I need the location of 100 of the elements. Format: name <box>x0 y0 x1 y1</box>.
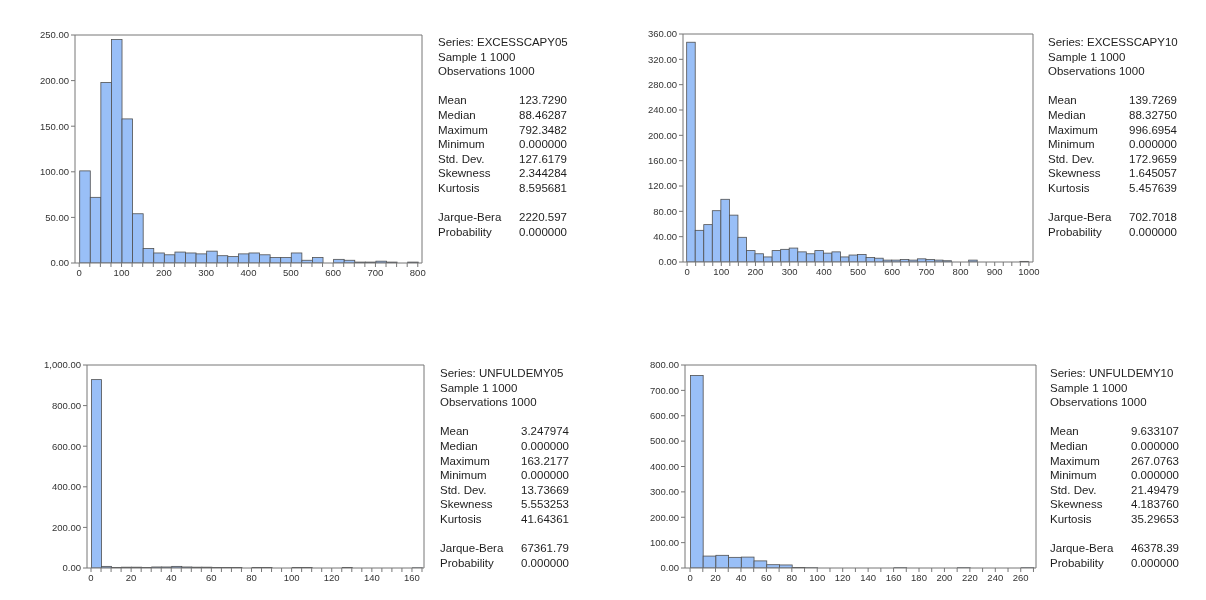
y-tick-label: 120.00 <box>647 180 677 192</box>
text: 88.32750 <box>1129 108 1177 121</box>
category-label: Jarque-Bera <box>440 541 505 556</box>
category-label: Kurtosis <box>438 180 481 196</box>
x-tick-label: 20 <box>125 571 137 583</box>
text: 21.49479 <box>1131 483 1179 496</box>
y-tick-label: 800.00 <box>649 359 679 371</box>
text: 702.7018 <box>1129 211 1177 224</box>
text: 123.7290 <box>519 94 567 107</box>
x-tick-label: 400 <box>815 265 832 277</box>
text: 792.3482 <box>519 123 567 136</box>
x-tick-label: 180 <box>911 571 927 583</box>
y-tick-label: 500.00 <box>649 435 679 447</box>
y-tick-label: 280.00 <box>647 79 677 91</box>
y-tick-label: 800.00 <box>51 399 81 411</box>
category-label: Std. Dev. <box>438 151 486 167</box>
category-label: Kurtosis <box>1048 180 1091 196</box>
x-tick-label: 500 <box>850 265 866 277</box>
text: 163.2177 <box>521 454 569 467</box>
x-tick-label: 140 <box>363 571 380 583</box>
x-tick-label: 700 <box>367 266 384 278</box>
y-tick-label: 360.00 <box>647 28 677 40</box>
x-tick-label: 20 <box>710 571 721 583</box>
text: 41.64361 <box>521 512 569 525</box>
x-tick-label: 200 <box>747 265 764 277</box>
x-tick-label: 100 <box>283 571 300 583</box>
category-label: Maximum <box>1050 453 1101 469</box>
text: 0.000000 <box>521 556 569 569</box>
text: 88.46287 <box>519 108 567 121</box>
category-label: Median <box>438 107 477 123</box>
category-label: Std. Dev. <box>440 482 488 498</box>
category-label: Jarque-Bera <box>438 210 503 225</box>
text: Observations 1000 <box>1048 64 1146 79</box>
category-label: Std. Dev. <box>1050 482 1098 498</box>
text: 0.000000 <box>521 439 569 452</box>
text: Observations 1000 <box>440 395 538 410</box>
x-tick-label: 0 <box>76 266 82 278</box>
y-tick-label: 600.00 <box>649 410 679 422</box>
category-label: Maximum <box>440 453 491 469</box>
x-tick-label: 800 <box>952 265 969 277</box>
x-tick-label: 300 <box>198 266 215 278</box>
text: 139.7269 <box>1129 94 1177 107</box>
text: Series: EXCESSCAPY10 <box>1048 35 1178 50</box>
text: Series: UNFULDEMY10 <box>1050 366 1175 381</box>
category-label: Mean <box>438 93 468 108</box>
y-tick-label: 400.00 <box>649 460 679 472</box>
category-label: Skewness <box>438 166 492 181</box>
text: 267.0763 <box>1131 454 1179 467</box>
text: Observations 1000 <box>438 64 536 79</box>
y-tick-label: 0.00 <box>62 562 81 574</box>
x-tick-label: 400 <box>240 266 257 278</box>
text: 4.183760 <box>1131 498 1179 511</box>
x-tick-label: 500 <box>282 266 299 278</box>
text: 127.6179 <box>519 152 567 165</box>
y-tick-label: 200.00 <box>51 521 81 533</box>
text: 13.73669 <box>521 483 569 496</box>
x-tick-label: 80 <box>786 571 798 583</box>
category-label: Minimum <box>440 468 488 483</box>
x-tick-label: 800 <box>409 266 426 278</box>
x-tick-label: 0 <box>684 265 690 277</box>
text: Sample 1 1000 <box>1048 49 1127 65</box>
y-tick-label: 200.00 <box>649 511 679 523</box>
x-tick-label: 200 <box>155 266 172 278</box>
y-tick-label: 0.00 <box>660 562 679 574</box>
text: 172.9659 <box>1129 152 1177 165</box>
y-tick-label: 240.00 <box>647 104 677 116</box>
text: 0.000000 <box>1131 469 1179 482</box>
category-label: Jarque-Bera <box>1050 541 1115 556</box>
text: Sample 1 1000 <box>440 380 519 396</box>
x-tick-label: 900 <box>986 265 1003 277</box>
x-tick-label: 300 <box>781 265 798 277</box>
x-tick-label: 1000 <box>1018 265 1040 277</box>
y-tick-label: 1,000.00 <box>44 359 81 371</box>
category-label: Probability <box>1050 555 1105 571</box>
text: 67361.79 <box>521 542 569 555</box>
x-tick-label: 100 <box>809 571 826 583</box>
category-label: Minimum <box>1048 137 1096 152</box>
x-tick-label: 120 <box>323 571 340 583</box>
text: 0.000000 <box>1131 439 1179 452</box>
x-tick-label: 140 <box>860 571 877 583</box>
y-tick-label: 80.00 <box>653 205 677 217</box>
x-tick-label: 240 <box>987 571 1004 583</box>
category-label: Kurtosis <box>440 511 483 527</box>
y-tick-label: 200.00 <box>39 74 69 86</box>
category-label: Mean <box>440 424 470 439</box>
text: 0.000000 <box>1131 556 1179 569</box>
category-label: Skewness <box>1048 166 1102 181</box>
x-tick-label: 60 <box>206 571 217 583</box>
category-label: Maximum <box>1048 122 1099 138</box>
category-label: Mean <box>1050 424 1080 439</box>
category-label: Minimum <box>438 137 486 152</box>
x-tick-label: 700 <box>918 265 935 277</box>
x-tick-label: 0 <box>88 571 94 583</box>
x-tick-label: 80 <box>246 571 257 583</box>
category-label: Minimum <box>1050 468 1098 483</box>
text: 5.553253 <box>521 498 569 511</box>
category-label: Maximum <box>438 122 489 138</box>
x-tick-label: 100 <box>113 266 130 278</box>
x-tick-label: 60 <box>761 571 772 583</box>
x-tick-label: 40 <box>735 571 747 583</box>
